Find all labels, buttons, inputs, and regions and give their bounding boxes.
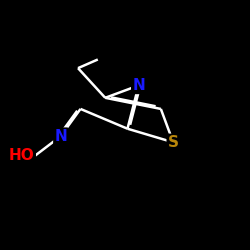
Text: N: N xyxy=(54,128,67,144)
Text: S: S xyxy=(168,135,179,150)
Text: HO: HO xyxy=(9,148,35,164)
Text: N: N xyxy=(132,78,145,93)
